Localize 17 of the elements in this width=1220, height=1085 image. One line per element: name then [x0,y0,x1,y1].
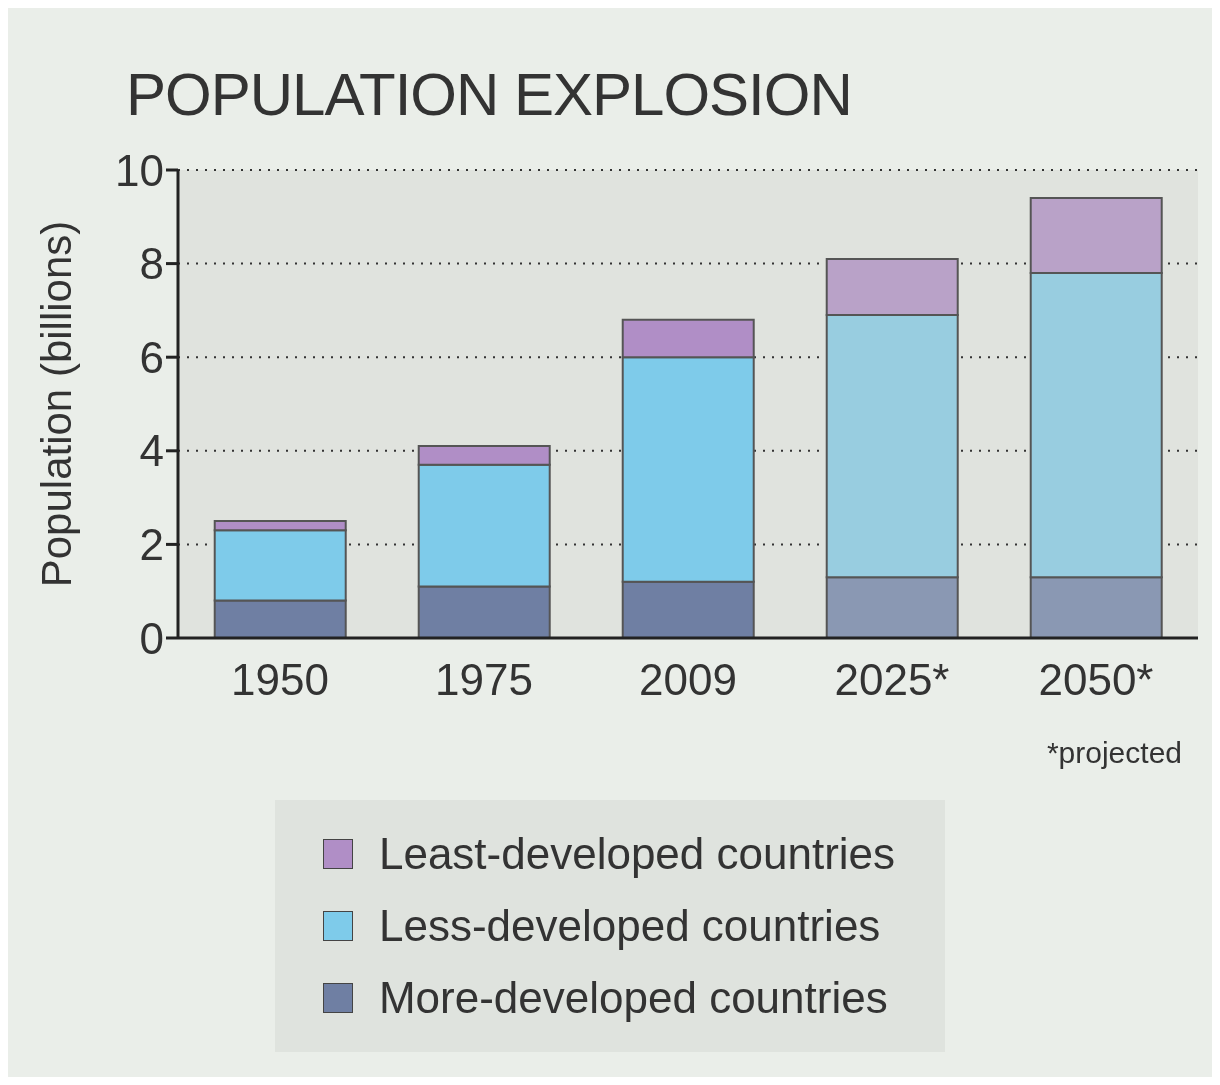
x-tick-label: 1975 [435,655,533,705]
y-tick-label: 4 [139,426,164,476]
y-axis-title: Population (billions) [32,220,80,588]
text: *projected [1046,736,1182,770]
y-tick-label: 6 [139,332,164,382]
legend-label: More-developed countries [378,973,888,1023]
x-tick-label: 2050* [1038,655,1154,705]
y-tick-label: 0 [139,613,164,663]
x-tick-label: 2009 [639,655,737,705]
legend-label: Least-developed countries [378,829,896,879]
x-tick-label: 2025* [834,655,950,705]
y-tick-label: 10 [115,145,164,195]
chart-title: POPULATION EXPLOSION [126,60,852,129]
y-tick-label: 2 [139,520,164,570]
legend-label: Less-developed countries [378,901,881,951]
x-tick-label: 1950 [231,655,329,705]
y-tick-label: 8 [139,239,164,289]
